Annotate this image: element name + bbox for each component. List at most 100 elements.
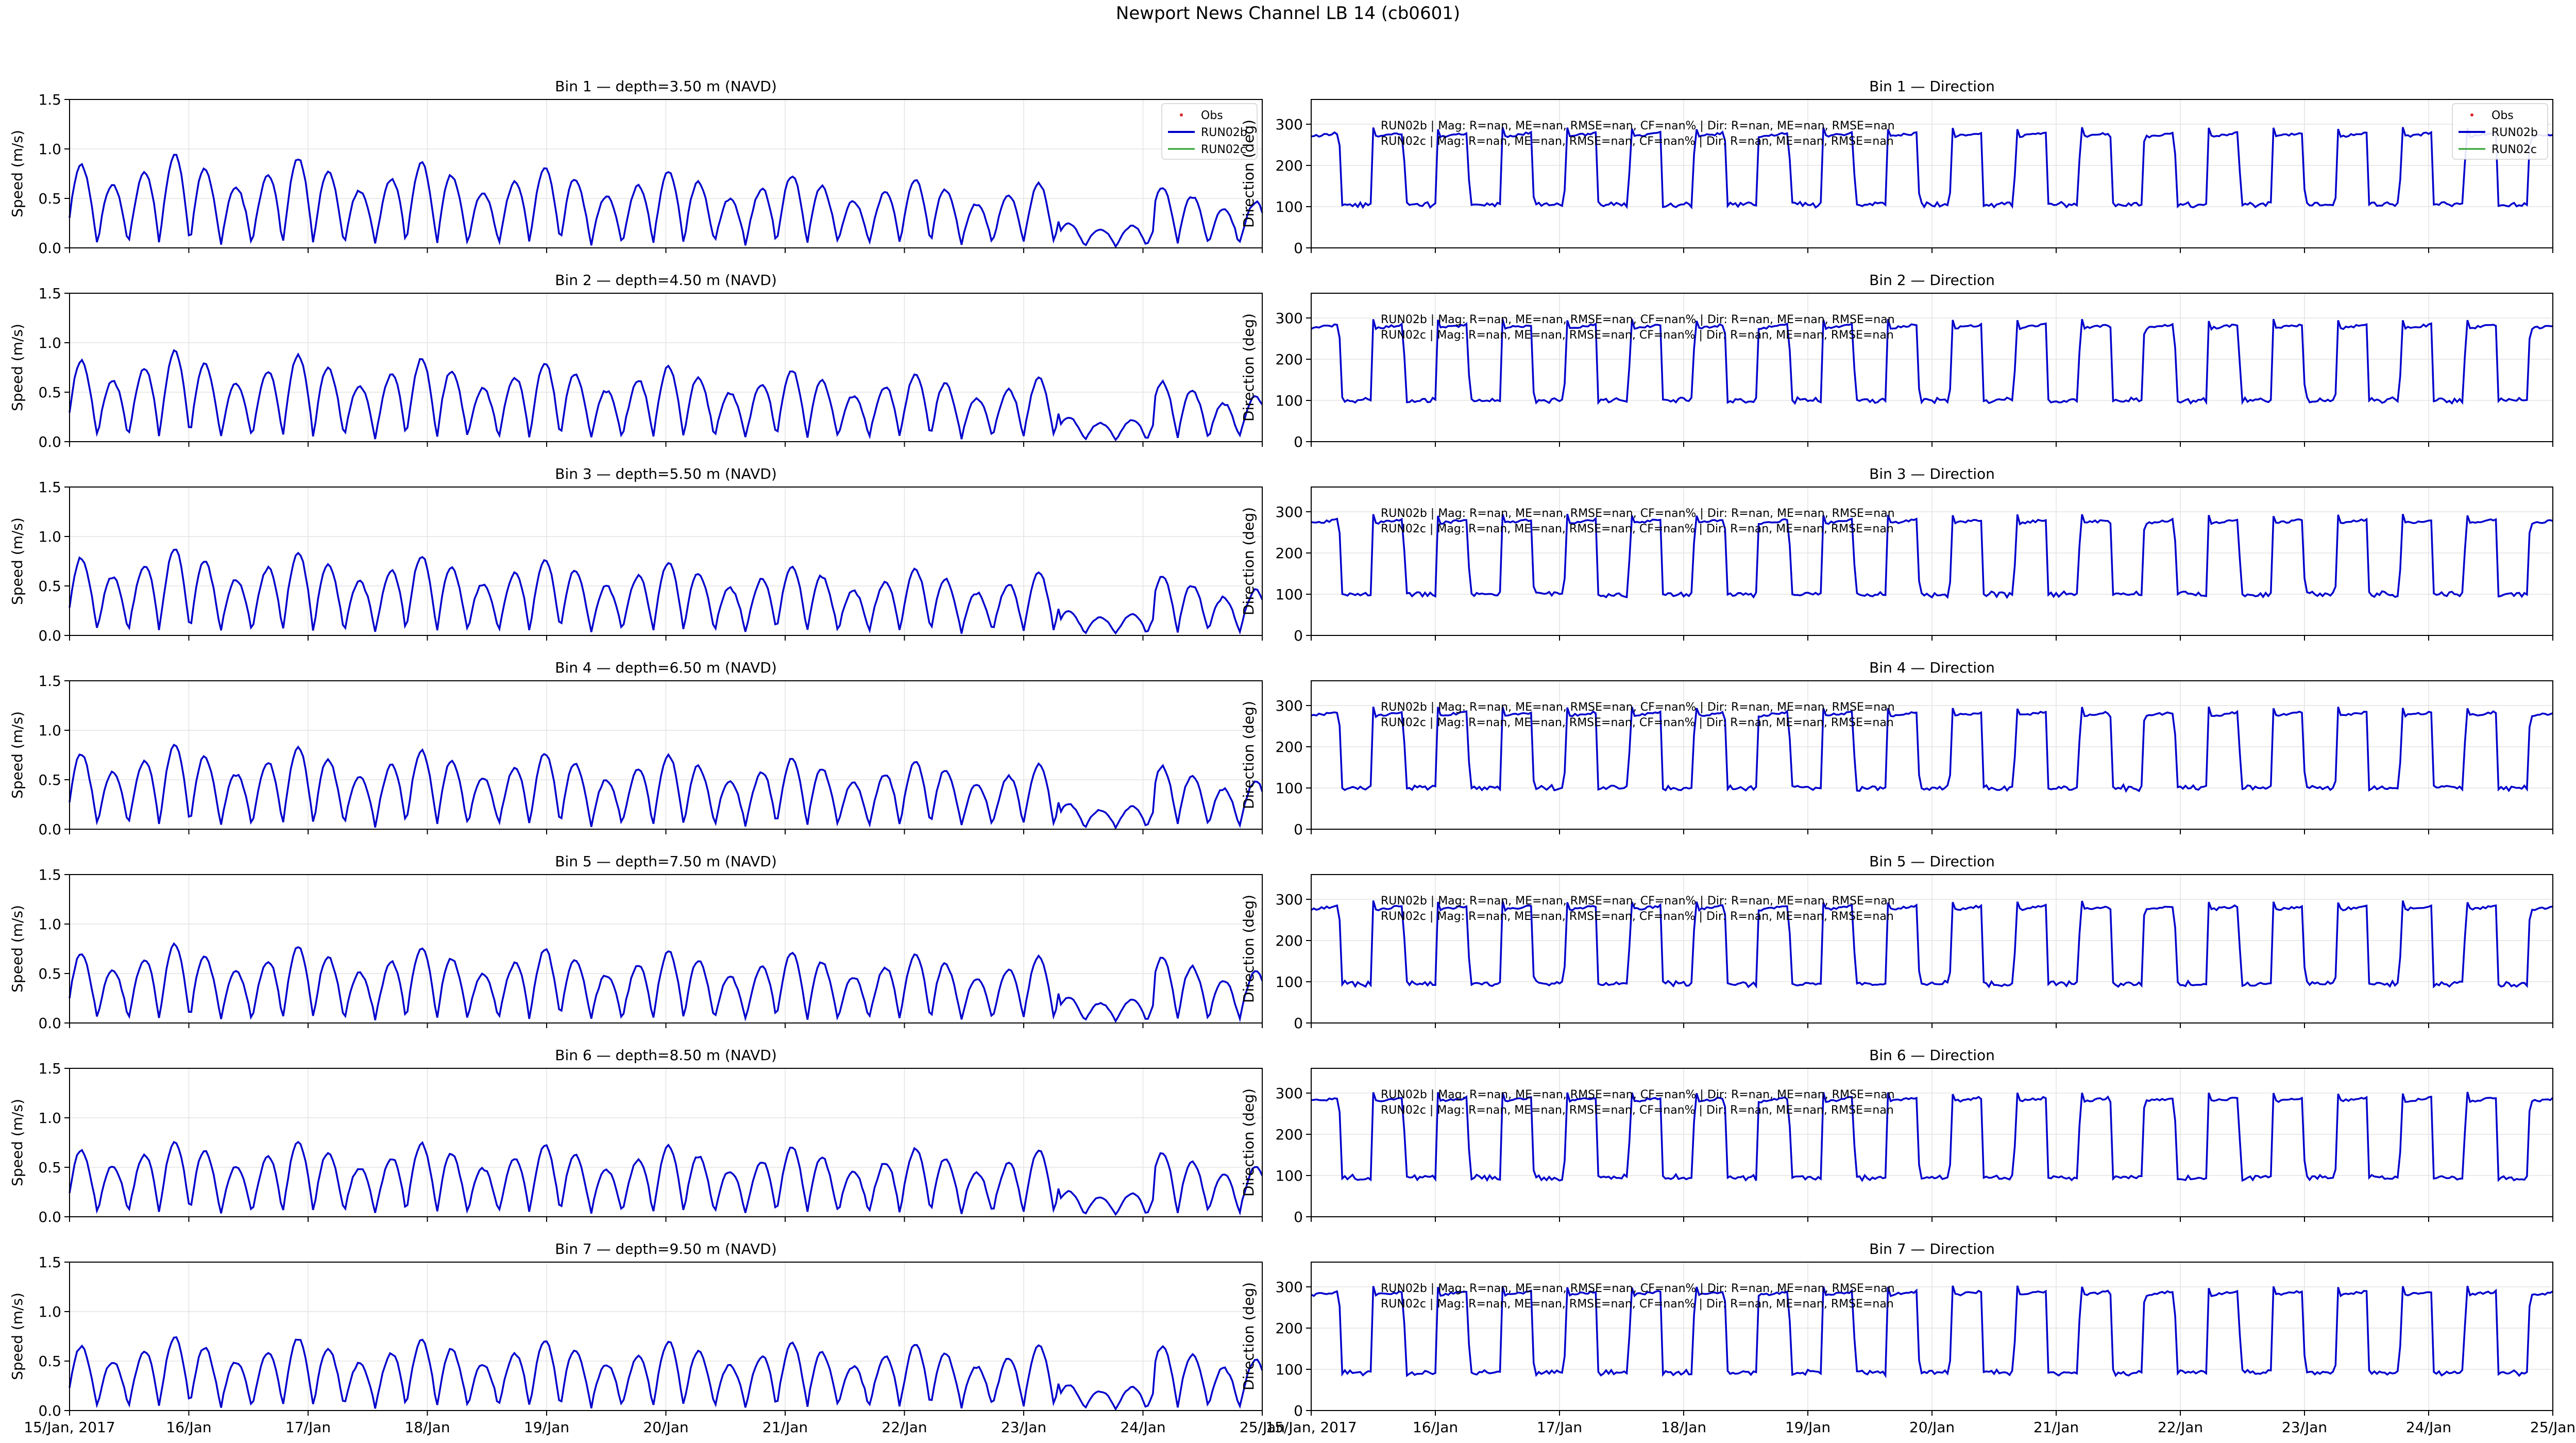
- panel-dir-bin-5: 0 100 200 300 Bin 5 — Direction Direction (de…: [1240, 853, 2553, 1032]
- x-tick-label: 18/Jan: [1661, 1419, 1706, 1436]
- legend-marker-obs: [1180, 113, 1183, 116]
- y-tick-label: 1.5: [38, 673, 61, 690]
- y-tick-label: 0.5: [38, 578, 61, 595]
- y-tick-label: 0: [1294, 1402, 1303, 1419]
- panel-speed-bin-2: 0.0 0.5 1.0 1.5 Bin 2 — depth=4.50 m (NAVD) S…: [9, 272, 1263, 450]
- y-tick-label: 0.0: [38, 1209, 61, 1226]
- panel-speed-bin-1: 0.0 0.5 1.0 1.5 Bin 1 — depth=3.50 m (NAVD) S…: [9, 78, 1263, 257]
- series-run02b-line: [69, 942, 1263, 1023]
- x-tick-label: 22/Jan: [882, 1419, 927, 1436]
- x-tick-label: 15/Jan, 2017: [24, 1419, 115, 1436]
- x-tick-label: 18/Jan: [404, 1419, 450, 1436]
- y-tick-label: 1.5: [38, 479, 61, 496]
- y-tick-label: 1.0: [38, 528, 61, 545]
- series-run02b-line: [69, 743, 1263, 830]
- axes-frame: [1311, 680, 2553, 830]
- y-tick-label: 300: [1276, 1085, 1303, 1102]
- legend-box: [1161, 103, 1258, 160]
- series-run02b-line: [1311, 706, 2553, 793]
- series-run02b-line: [69, 154, 1263, 248]
- y-tick-label: 0.0: [38, 821, 61, 838]
- panel-title: Bin 3 — Direction: [1869, 465, 1995, 482]
- stats-annotation: RUN02b | Mag: R=nan, ME=nan, RMSE=nan, C…: [1381, 1088, 1895, 1101]
- axes-frame: [1311, 99, 2553, 248]
- y-tick-label: 0: [1294, 240, 1303, 257]
- y-tick-label: 300: [1276, 697, 1303, 714]
- stats-annotation: RUN02b | Mag: R=nan, ME=nan, RMSE=nan, C…: [1381, 701, 1895, 714]
- y-tick-label: 0: [1294, 627, 1303, 644]
- legend-entry: RUN02b: [1201, 126, 1247, 139]
- y-tick-label: 100: [1276, 1361, 1303, 1378]
- series-run02b-line: [1311, 318, 2553, 406]
- legend-marker-obs: [2470, 113, 2473, 116]
- series-run02b-line: [69, 1140, 1263, 1216]
- y-tick-label: 1.0: [38, 916, 61, 933]
- y-tick-label: 300: [1276, 1279, 1303, 1296]
- stats-annotation: RUN02c | Mag: R=nan, ME=nan, RMSE=nan, C…: [1381, 329, 1894, 342]
- legend: Obs RUN02b RUN02c: [2452, 103, 2548, 160]
- x-tick-label: 22/Jan: [2158, 1419, 2203, 1436]
- axes-frame: [69, 874, 1263, 1023]
- series-run02b-line: [1311, 127, 2553, 210]
- axes-frame: [1311, 1068, 2553, 1217]
- y-axis-label: Direction (deg): [1240, 895, 1257, 1003]
- y-tick-label: 1.5: [38, 866, 61, 883]
- y-tick-label: 1.5: [38, 91, 61, 108]
- y-tick-label: 200: [1276, 739, 1303, 756]
- panel-title: Bin 5 — depth=7.50 m (NAVD): [555, 853, 777, 870]
- stats-annotation: RUN02c | Mag: R=nan, ME=nan, RMSE=nan, C…: [1381, 523, 1894, 535]
- panel-speed-bin-6: 0.0 0.5 1.0 1.5 Bin 6 — depth=8.50 m (NAVD) S…: [9, 1047, 1263, 1226]
- x-tick-label: 16/Jan: [1413, 1419, 1458, 1436]
- x-tick-label: 20/Jan: [1909, 1419, 1955, 1436]
- y-tick-label: 100: [1276, 974, 1303, 991]
- panel-title: Bin 6 — depth=8.50 m (NAVD): [555, 1047, 777, 1064]
- y-tick-label: 0.0: [38, 1015, 61, 1032]
- y-tick-label: 300: [1276, 116, 1303, 133]
- panel-speed-bin-5: 0.0 0.5 1.0 1.5 Bin 5 — depth=7.50 m (NAVD) S…: [9, 853, 1263, 1032]
- y-tick-label: 100: [1276, 780, 1303, 797]
- grid: [69, 1262, 1263, 1411]
- x-tick-label: 21/Jan: [2033, 1419, 2079, 1436]
- axes-frame: [69, 99, 1263, 248]
- y-tick-label: 0.0: [38, 240, 61, 257]
- x-tick-label: 25/Jan: [1240, 1419, 1285, 1436]
- stats-annotation: RUN02c | Mag: R=nan, ME=nan, RMSE=nan, C…: [1381, 1298, 1894, 1311]
- x-tick-label: 23/Jan: [2282, 1419, 2327, 1436]
- panel-title: Bin 6 — Direction: [1869, 1047, 1995, 1064]
- y-tick-label: 1.0: [38, 1110, 61, 1127]
- y-tick-label: 100: [1276, 1167, 1303, 1184]
- panel-dir-bin-6: 0 100 200 300 Bin 6 — Direction Direction (de…: [1240, 1047, 2554, 1226]
- y-tick-label: 300: [1276, 891, 1303, 908]
- panel-title: Bin 2 — Direction: [1869, 272, 1995, 289]
- y-axis-label: Direction (deg): [1240, 507, 1257, 615]
- panel-dir-bin-4: 0 100 200 300 Bin 4 — Direction Direction (de…: [1240, 659, 2553, 838]
- stats-annotation: RUN02b | Mag: R=nan, ME=nan, RMSE=nan, C…: [1381, 313, 1895, 326]
- legend-entry: RUN02c: [1201, 143, 1246, 156]
- y-axis-label: Speed (m/s): [9, 1099, 26, 1186]
- x-tick-label: 24/Jan: [1120, 1419, 1165, 1436]
- panel-title: Bin 1 — depth=3.50 m (NAVD): [555, 78, 777, 95]
- y-tick-label: 0.5: [38, 771, 61, 788]
- panel-dir-bin-3: 0 100 200 300 Bin 3 — Direction Direction (de…: [1240, 465, 2553, 644]
- x-tick-label: 16/Jan: [166, 1419, 211, 1436]
- y-tick-label: 200: [1276, 545, 1303, 562]
- y-axis-label: Speed (m/s): [9, 324, 26, 411]
- y-tick-label: 0.0: [38, 627, 61, 644]
- y-axis-label: Speed (m/s): [9, 711, 26, 799]
- y-tick-label: 0.5: [38, 1159, 61, 1176]
- y-tick-label: 100: [1276, 586, 1303, 603]
- panel-speed-bin-7: 0.0 0.5 1.0 1.5 15/Jan, 2017 16/Jan 17/Jan 18/J…: [9, 1240, 1285, 1436]
- panel-title: Bin 3 — depth=5.50 m (NAVD): [555, 465, 777, 482]
- y-tick-label: 0.5: [38, 965, 61, 982]
- legend-entry: RUN02b: [2492, 126, 2538, 139]
- stats-annotation: RUN02b | Mag: R=nan, ME=nan, RMSE=nan, C…: [1381, 507, 1895, 520]
- series-run02b-line: [69, 349, 1263, 442]
- y-axis-label: Direction (deg): [1240, 701, 1257, 809]
- y-axis-label: Direction (deg): [1240, 1088, 1257, 1197]
- y-tick-label: 200: [1276, 1126, 1303, 1143]
- axes-frame: [69, 1262, 1263, 1411]
- stats-annotation: RUN02c | Mag: R=nan, ME=nan, RMSE=nan, C…: [1381, 910, 1894, 923]
- legend-entry: RUN02c: [2492, 143, 2537, 156]
- x-tick-label: 23/Jan: [1001, 1419, 1046, 1436]
- series-run02b-line: [69, 1336, 1263, 1411]
